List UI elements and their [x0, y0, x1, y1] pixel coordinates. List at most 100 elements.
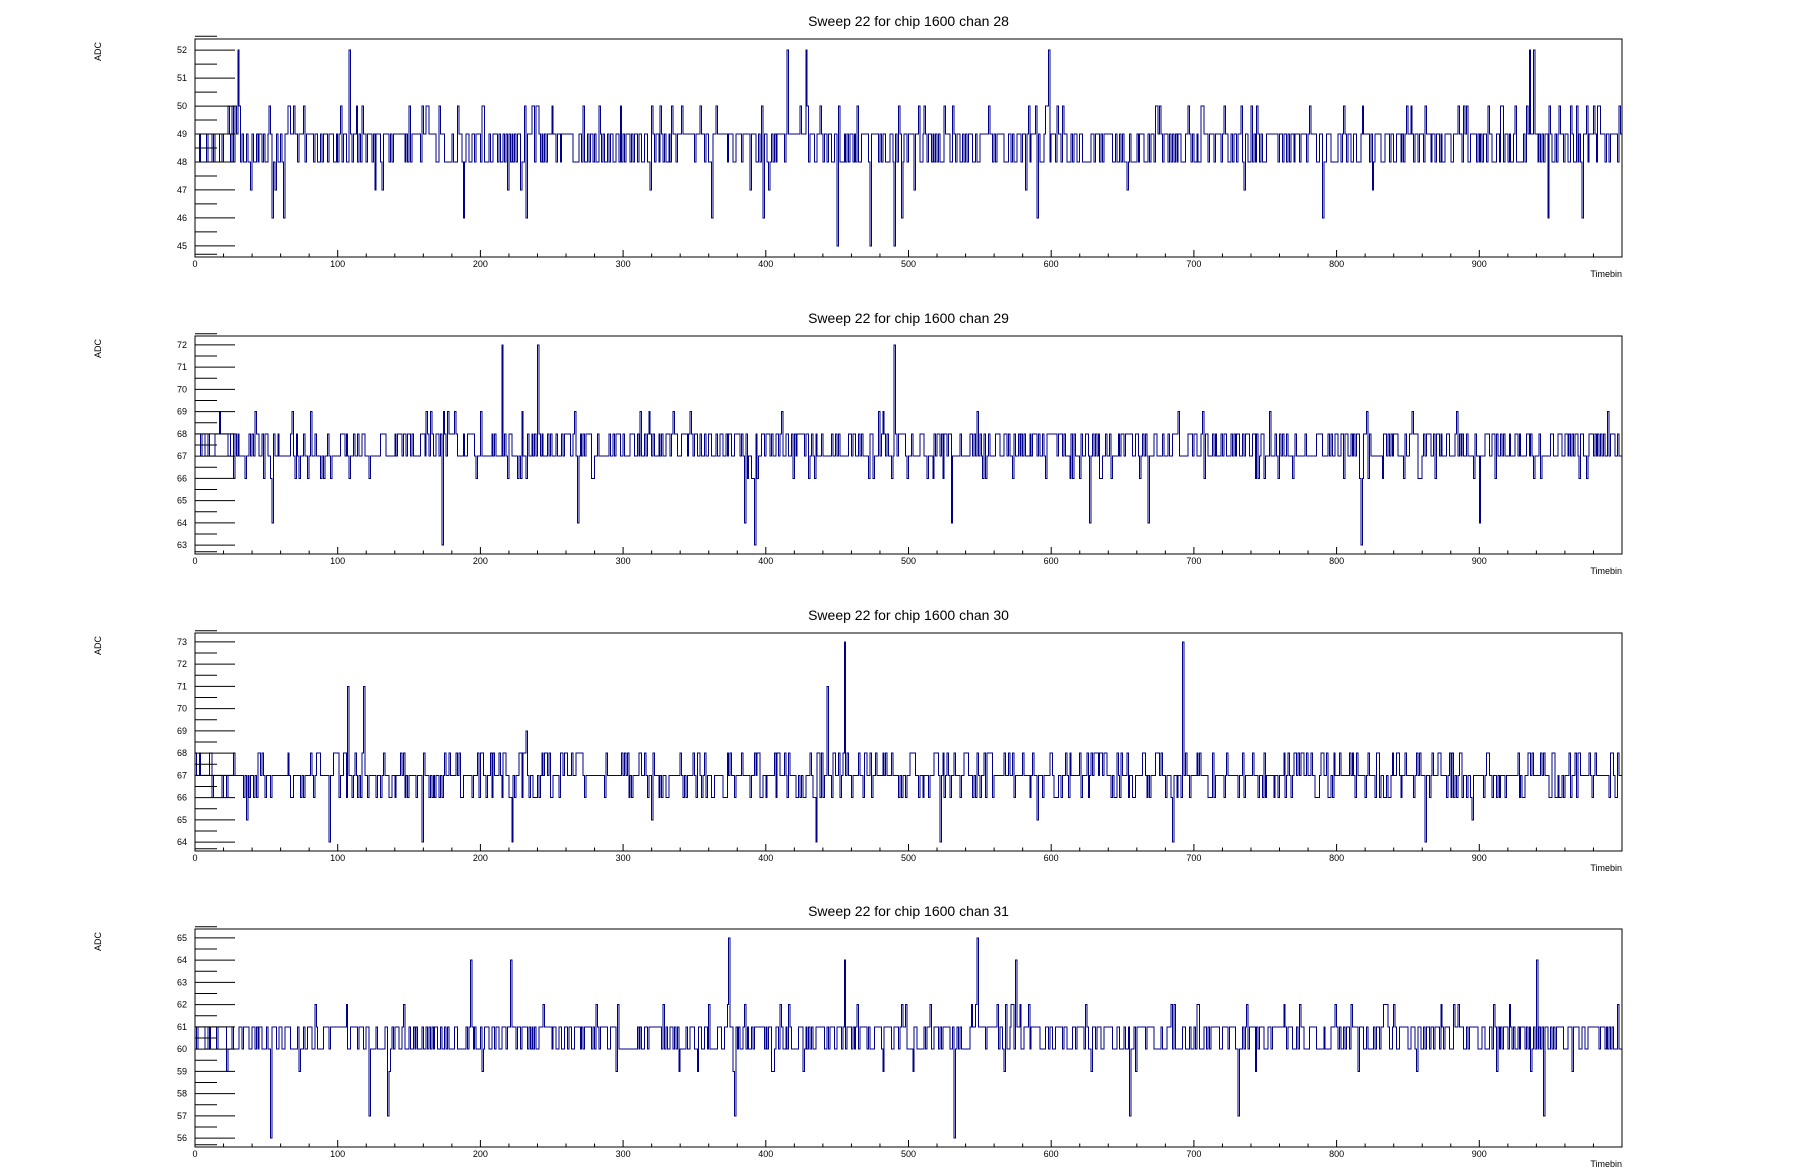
x-tick-label: 0: [192, 853, 197, 863]
x-tick-label: 400: [758, 259, 773, 269]
y-tick-label: 72: [177, 659, 187, 669]
x-tick-label: 700: [1186, 853, 1201, 863]
y-tick-label: 48: [177, 157, 187, 167]
y-axis-label: ADC: [93, 932, 103, 952]
y-tick-label: 68: [177, 429, 187, 439]
x-axis-label: Timebin: [1590, 863, 1622, 873]
chart-panel-4: Sweep 22 for chip 1600 chan 31 ADC Timebin…: [93, 903, 1623, 1169]
y-tick-label: 68: [177, 748, 187, 758]
x-tick-label: 200: [473, 853, 488, 863]
x-tick-label: 300: [616, 556, 631, 566]
x-tick-label: 100: [330, 1149, 345, 1159]
x-tick-label: 200: [473, 556, 488, 566]
panel-title: Sweep 22 for chip 1600 chan 30: [808, 607, 1009, 623]
y-tick-label: 52: [177, 45, 187, 55]
y-tick-label: 47: [177, 185, 187, 195]
y-tick-label: 60: [177, 1044, 187, 1054]
y-tick-label: 65: [177, 496, 187, 506]
chart-panel-3: Sweep 22 for chip 1600 chan 30 ADC Timebin…: [93, 607, 1623, 873]
x-tick-label: 900: [1472, 259, 1487, 269]
x-tick-label: 700: [1186, 259, 1201, 269]
data-series-line: [195, 344, 1623, 546]
x-tick-label: 200: [473, 1149, 488, 1159]
y-tick-label: 69: [177, 407, 187, 417]
y-tick-label: 69: [177, 726, 187, 736]
x-tick-label: 0: [192, 1149, 197, 1159]
y-tick-label: 73: [177, 637, 187, 647]
y-tick-label: 67: [177, 770, 187, 780]
x-axis-label: Timebin: [1590, 1159, 1622, 1169]
data-series-line: [195, 49, 1623, 247]
x-tick-label: 300: [616, 1149, 631, 1159]
x-tick-label: 600: [1044, 259, 1059, 269]
x-tick-label: 600: [1044, 556, 1059, 566]
x-tick-label: 800: [1329, 853, 1344, 863]
x-tick-label: 700: [1186, 556, 1201, 566]
y-tick-label: 45: [177, 241, 187, 251]
y-tick-label: 71: [177, 681, 187, 691]
x-tick-label: 300: [616, 259, 631, 269]
y-tick-label: 64: [177, 518, 187, 528]
y-tick-label: 56: [177, 1133, 187, 1143]
x-tick-label: 500: [901, 1149, 916, 1159]
x-tick-label: 400: [758, 556, 773, 566]
x-tick-label: 100: [330, 556, 345, 566]
y-tick-label: 61: [177, 1022, 187, 1032]
chart-panel-2: Sweep 22 for chip 1600 chan 29 ADC Timebin…: [93, 310, 1623, 576]
data-series-line: [195, 937, 1623, 1139]
x-tick-label: 900: [1472, 556, 1487, 566]
y-tick-label: 64: [177, 955, 187, 965]
x-tick-label: 400: [758, 853, 773, 863]
x-tick-label: 800: [1329, 1149, 1344, 1159]
y-tick-label: 62: [177, 1000, 187, 1010]
y-tick-label: 70: [177, 704, 187, 714]
plot-frame: [194, 632, 1623, 852]
y-axis-label: ADC: [93, 339, 103, 359]
x-tick-label: 700: [1186, 1149, 1201, 1159]
y-tick-label: 65: [177, 815, 187, 825]
y-tick-label: 46: [177, 213, 187, 223]
y-tick-label: 66: [177, 473, 187, 483]
x-tick-label: 100: [330, 853, 345, 863]
x-tick-label: 800: [1329, 259, 1344, 269]
y-axis-label: ADC: [93, 42, 103, 62]
x-tick-label: 900: [1472, 1149, 1487, 1159]
y-tick-label: 65: [177, 933, 187, 943]
y-tick-label: 49: [177, 129, 187, 139]
x-tick-label: 0: [192, 556, 197, 566]
x-tick-label: 600: [1044, 853, 1059, 863]
x-tick-label: 500: [901, 259, 916, 269]
x-tick-label: 0: [192, 259, 197, 269]
y-axis-label: ADC: [93, 636, 103, 656]
x-tick-label: 900: [1472, 853, 1487, 863]
y-tick-label: 57: [177, 1111, 187, 1121]
x-tick-label: 100: [330, 259, 345, 269]
y-tick-label: 71: [177, 362, 187, 372]
x-tick-label: 800: [1329, 556, 1344, 566]
x-axis-label: Timebin: [1590, 566, 1622, 576]
x-tick-label: 500: [901, 853, 916, 863]
y-tick-label: 66: [177, 793, 187, 803]
chart-panel-1: Sweep 22 for chip 1600 chan 28 ADC Timebin…: [93, 13, 1623, 279]
y-tick-label: 72: [177, 340, 187, 350]
x-tick-label: 500: [901, 556, 916, 566]
panel-title: Sweep 22 for chip 1600 chan 31: [808, 903, 1009, 919]
x-tick-label: 400: [758, 1149, 773, 1159]
x-tick-label: 200: [473, 259, 488, 269]
y-tick-label: 50: [177, 101, 187, 111]
y-tick-label: 51: [177, 73, 187, 83]
x-tick-label: 600: [1044, 1149, 1059, 1159]
y-tick-label: 70: [177, 384, 187, 394]
y-tick-label: 63: [177, 977, 187, 987]
x-tick-label: 300: [616, 853, 631, 863]
plot-frame: [194, 335, 1623, 555]
x-axis-label: Timebin: [1590, 269, 1622, 279]
panel-title: Sweep 22 for chip 1600 chan 28: [808, 13, 1009, 29]
y-tick-label: 58: [177, 1089, 187, 1099]
panel-title: Sweep 22 for chip 1600 chan 29: [808, 310, 1009, 326]
y-tick-label: 59: [177, 1066, 187, 1076]
y-tick-label: 67: [177, 451, 187, 461]
data-series-line: [195, 641, 1622, 843]
y-tick-label: 64: [177, 837, 187, 847]
